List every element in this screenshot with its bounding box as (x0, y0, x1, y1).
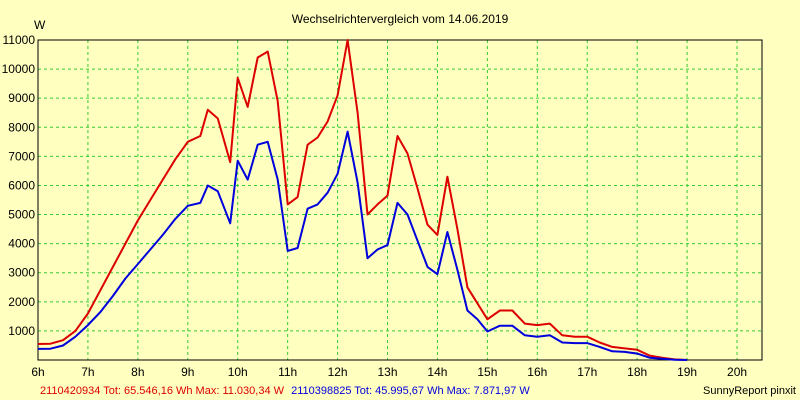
y-axis-unit-label: W (34, 18, 46, 32)
x-tick-label: 12h (328, 365, 348, 379)
x-tick-label: 17h (577, 365, 597, 379)
footer-credit: SunnyReport pinxit (703, 385, 796, 397)
y-tick-label: 9000 (8, 91, 35, 105)
x-tick-label: 13h (378, 365, 398, 379)
y-tick-labels: 1000 2000 3000 4000 5000 6000 7000 8000 9000 1000… (2, 33, 36, 338)
series-line-2110398825 (37, 130, 688, 361)
chart-title: Wechselrichtervergleich vom 14.06.2019 (292, 12, 509, 26)
y-tick-label: 4000 (8, 237, 35, 251)
x-tick-label: 7h (81, 365, 94, 379)
y-tick-label: 3000 (8, 266, 35, 280)
footer-blue-series-summary: 2110398825 Tot: 45.995,67 Wh Max: 7.871,… (291, 385, 530, 397)
footer-red-series-summary: 2110420934 Tot: 65.546,16 Wh Max: 11.030… (40, 385, 285, 397)
x-tick-label: 9h (181, 365, 194, 379)
x-tick-label: 10h (228, 365, 248, 379)
series-lines (37, 39, 688, 361)
x-tick-label: 14h (427, 365, 447, 379)
y-tick-label: 2000 (8, 295, 35, 309)
y-tick-label: 6000 (8, 178, 35, 192)
y-tick-label: 1000 (8, 324, 35, 338)
y-tick-label: 8000 (8, 120, 35, 134)
x-tick-label: 20h (727, 365, 747, 379)
x-tick-labels: 6h 7h 8h 9h 10h 11h 12h 13h 14h 15h 16h 17h 18h 19h 20… (31, 365, 747, 379)
x-tick-label: 8h (131, 365, 144, 379)
x-tick-label: 6h (31, 365, 44, 379)
x-tick-label: 18h (627, 365, 647, 379)
series-line-2110420934 (37, 39, 688, 361)
x-tick-label: 16h (527, 365, 547, 379)
footer-summary: 2110420934 Tot: 65.546,16 Wh Max: 11.030… (40, 385, 530, 397)
x-tick-label: 11h (278, 365, 297, 379)
grid-lines (37, 39, 762, 360)
x-tick-label: 19h (677, 365, 697, 379)
x-tick-label: 15h (477, 365, 497, 379)
y-tick-label: 7000 (8, 149, 35, 163)
y-tick-label: 5000 (8, 208, 35, 222)
plot-area-frame (37, 39, 763, 361)
y-tick-label: 11000 (3, 33, 36, 47)
y-tick-label: 10000 (2, 62, 36, 76)
